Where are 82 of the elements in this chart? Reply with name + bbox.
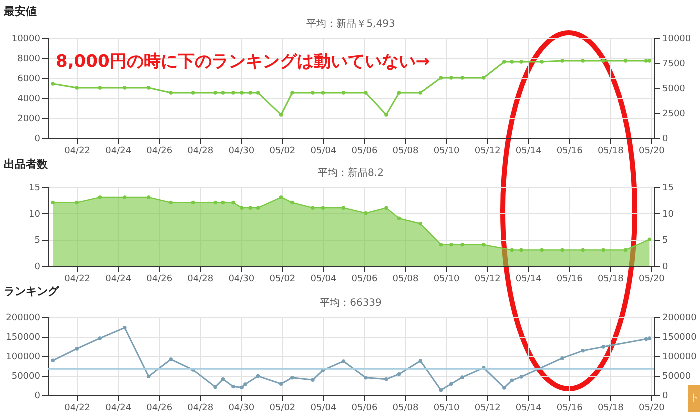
y-tick-label: 8000 — [18, 54, 41, 64]
x-tick-label: 05/02 — [270, 404, 296, 412]
text: ト — [688, 385, 700, 412]
y2-tick-label: 0 — [662, 262, 668, 272]
x-tick-label: 05/06 — [352, 274, 378, 284]
y2-tick-label: 0 — [662, 392, 668, 402]
y-tick-label: 50000 — [12, 372, 41, 382]
x-tick-label: 05/16 — [556, 146, 584, 156]
y2-tick-label: 15 — [662, 184, 674, 194]
y-tick-label: 200000 — [6, 314, 41, 324]
y2-tick-label: 10000 — [662, 34, 692, 44]
y-tick-label: 15 — [29, 184, 40, 194]
y-tick-label: 4000 — [18, 94, 41, 104]
x-tick-label: 05/18 — [598, 146, 624, 156]
y-tick-label: 0 — [34, 392, 41, 402]
x-tick-label: 05/20 — [638, 146, 666, 156]
x-tick-label: 04/24 — [106, 274, 132, 284]
y-tick-label: 0 — [34, 262, 41, 272]
x-tick-label: 04/22 — [64, 146, 91, 156]
y2-tick-label: 5000 — [662, 84, 686, 94]
y2-tick-label: 2500 — [662, 110, 686, 120]
y-tick-label: 10000 — [12, 34, 41, 44]
x-tick-label: 05/06 — [352, 146, 378, 156]
chart-subtitle: 平均：新品￥5,493 — [306, 18, 396, 30]
y2-tick-label: 50000 — [662, 372, 692, 382]
y-tick-label: 150000 — [6, 333, 41, 343]
y2-tick-label: 7500 — [662, 60, 686, 70]
x-tick-label: 04/24 — [106, 146, 132, 156]
x-tick-label: 04/28 — [188, 274, 214, 284]
x-tick-label: 05/16 — [556, 274, 584, 284]
y2-tick-label: 150000 — [662, 333, 698, 343]
chart-title: 出品者数 — [4, 157, 48, 172]
y2-tick-label: 200000 — [662, 314, 698, 324]
x-tick-label: 05/18 — [598, 404, 624, 412]
x-tick-label: 04/26 — [146, 146, 173, 156]
y-tick-label: 2000 — [18, 114, 41, 124]
x-tick-label: 05/10 — [434, 404, 460, 412]
x-tick-label: 05/18 — [598, 274, 624, 284]
x-tick-label: 04/24 — [106, 404, 132, 412]
x-tick-label: 04/30 — [228, 404, 255, 412]
y2-tick-label: 0 — [662, 134, 668, 144]
y2-tick-label: 10 — [662, 210, 674, 220]
x-tick-label: 05/12 — [474, 404, 501, 412]
x-tick-label: 05/16 — [556, 404, 584, 412]
x-tick-label: 04/26 — [146, 274, 173, 284]
x-tick-label: 04/30 — [228, 274, 255, 284]
y-tick-label: 6000 — [18, 74, 41, 84]
x-tick-label: 05/06 — [352, 404, 378, 412]
chart-title: ランキング — [4, 284, 59, 299]
x-tick-label: 05/20 — [638, 404, 666, 412]
annotation: 8,000円の時に下のランキングは動いていない→ — [56, 51, 430, 73]
y-tick-label: 100000 — [6, 352, 41, 362]
x-tick-label: 05/10 — [434, 274, 460, 284]
y2-tick-label: 100000 — [662, 352, 698, 362]
y-tick-label: 10 — [29, 210, 41, 220]
x-tick-label: 05/08 — [392, 146, 420, 156]
x-tick-label: 04/26 — [146, 404, 173, 412]
x-tick-label: 05/20 — [638, 274, 666, 284]
x-tick-label: 05/04 — [310, 146, 337, 156]
x-tick-label: 05/12 — [474, 274, 501, 284]
chart-subtitle: 平均：66339 — [320, 297, 382, 309]
x-tick-label: 05/14 — [516, 146, 542, 156]
x-tick-label: 05/04 — [310, 404, 337, 412]
x-tick-label: 05/02 — [270, 146, 296, 156]
x-tick-label: 04/28 — [188, 146, 214, 156]
chart-title: 最安値 — [4, 4, 37, 19]
x-tick-label: 05/12 — [474, 146, 501, 156]
x-tick-label: 05/14 — [516, 274, 542, 284]
x-tick-label: 05/02 — [270, 274, 296, 284]
y2-tick-label: 5 — [662, 236, 668, 246]
x-tick-label: 04/22 — [64, 274, 91, 284]
x-tick-label: 05/08 — [392, 404, 420, 412]
x-tick-label: 04/22 — [64, 404, 91, 412]
x-tick-label: 04/30 — [228, 146, 255, 156]
x-tick-label: 04/28 — [188, 404, 214, 412]
x-tick-label: 05/08 — [392, 274, 420, 284]
x-tick-label: 05/10 — [434, 146, 460, 156]
y-tick-label: 5 — [34, 236, 40, 246]
chart-subtitle: 平均：新品8.2 — [318, 167, 384, 179]
x-tick-label: 05/14 — [516, 404, 542, 412]
x-tick-label: 05/04 — [310, 274, 337, 284]
y-tick-label: 0 — [34, 134, 41, 144]
